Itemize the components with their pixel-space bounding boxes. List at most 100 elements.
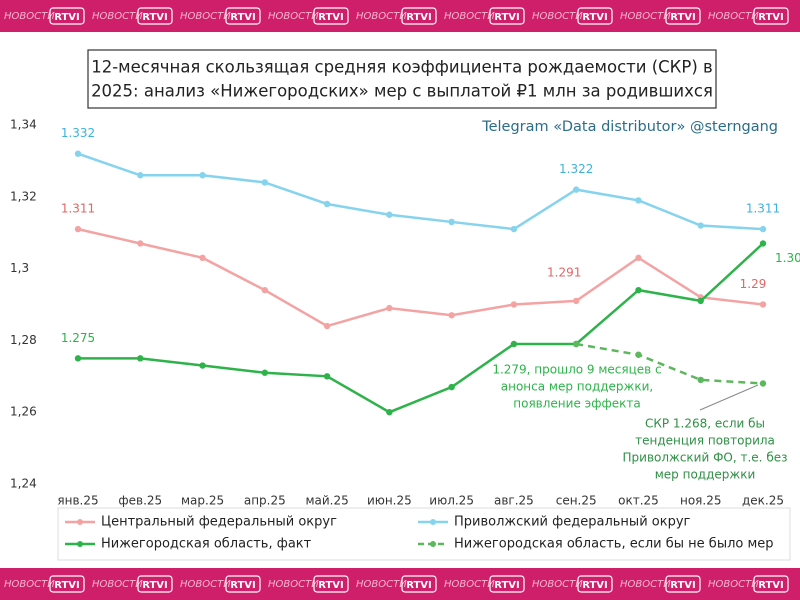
x-tick-label: дек.25	[742, 494, 784, 508]
banner-label: НОВОСТИ	[620, 11, 671, 22]
data-point	[635, 351, 642, 358]
bottom-banner	[0, 568, 800, 600]
banner-logo	[665, 7, 701, 25]
data-label: 1.311	[61, 202, 95, 216]
banner-logo	[313, 7, 349, 25]
data-point	[635, 286, 642, 294]
y-tick-label: 1,34	[10, 118, 37, 132]
data-point	[510, 340, 518, 348]
banner-logo	[401, 575, 437, 593]
banner-logo	[489, 575, 525, 593]
data-point	[759, 240, 767, 247]
banner-label: НОВОСТИ	[180, 11, 231, 22]
data-point	[199, 254, 206, 262]
banner-logo	[49, 575, 85, 593]
banner-label: НОВОСТИ	[268, 11, 319, 22]
title-box	[87, 49, 717, 109]
banner-label: НОВОСТИ	[268, 579, 319, 590]
data-point	[386, 409, 393, 416]
banner-label: НОВОСТИ	[92, 11, 143, 22]
data-point	[759, 225, 767, 233]
data-point	[697, 222, 704, 229]
banner-logo	[49, 7, 85, 25]
data-point	[199, 172, 206, 179]
legend-label: Нижегородская область, факт	[101, 537, 312, 552]
annotation: СКР 1.268, если бы	[645, 417, 765, 431]
series-line	[77, 152, 764, 231]
data-point	[386, 304, 393, 312]
legend-marker	[430, 541, 436, 547]
banner-brand: RTVI	[758, 12, 784, 23]
data-point	[448, 383, 455, 391]
x-tick-label: окт.25	[618, 494, 659, 508]
banner-brand: RTVI	[582, 580, 608, 591]
data-point	[261, 286, 269, 294]
banner-label: НОВОСТИ	[4, 11, 55, 22]
banner-brand: RTVI	[142, 580, 168, 591]
banner-brand: RTVI	[230, 12, 256, 23]
data-point	[74, 150, 82, 157]
data-point	[635, 254, 642, 262]
banner-brand: RTVI	[670, 12, 696, 23]
data-point	[572, 297, 580, 305]
legend-marker	[77, 541, 83, 547]
legend-marker	[430, 519, 436, 525]
data-label: 1.311	[746, 202, 780, 216]
banner-logo	[137, 7, 173, 25]
data-label: 1.29	[740, 277, 767, 291]
data-point	[759, 301, 767, 308]
x-tick-label: апр.25	[244, 494, 286, 508]
banner-label: НОВОСТИ	[708, 11, 759, 22]
data-point	[261, 369, 269, 376]
banner-label: НОВОСТИ	[92, 579, 143, 590]
data-point	[323, 373, 331, 380]
banner-label: НОВОСТИ	[180, 579, 231, 590]
annotation: мер поддержки	[655, 468, 756, 482]
banner-label: НОВОСТИ	[620, 579, 671, 590]
data-point	[137, 355, 144, 362]
y-tick-label: 1,3	[10, 261, 29, 275]
banner-label: НОВОСТИ	[444, 579, 495, 590]
data-point	[697, 297, 704, 305]
data-label: 1.307	[775, 251, 800, 265]
chart-title: 12-месячная скользящая средняя коэффицие…	[91, 58, 713, 77]
annotation-arrow	[699, 384, 759, 411]
banner-brand: RTVI	[54, 580, 80, 591]
banner-label: НОВОСТИ	[4, 579, 55, 590]
data-point	[448, 312, 455, 319]
top-banner	[0, 0, 800, 32]
series-line	[575, 342, 764, 385]
series-line	[78, 242, 764, 414]
banner-logo	[753, 575, 789, 593]
data-point	[74, 355, 82, 362]
data-point	[510, 301, 518, 308]
banner-logo	[489, 7, 525, 25]
y-tick-label: 1,26	[10, 405, 37, 419]
banner-brand: RTVI	[758, 580, 784, 591]
banner-label: НОВОСТИ	[444, 11, 495, 22]
chart-title: 2025: анализ «Нижегородских» мер с выпла…	[91, 82, 713, 101]
data-point	[448, 218, 455, 226]
data-point	[137, 172, 144, 179]
data-point	[137, 240, 144, 247]
y-tick-label: 1,28	[10, 333, 37, 347]
legend-marker	[77, 519, 83, 525]
data-point	[759, 380, 767, 387]
chart-subtitle: Telegram «Data distributor» @sterngang	[481, 119, 778, 135]
annotation: анонса мер поддержки,	[501, 380, 653, 394]
banner-label: НОВОСТИ	[356, 579, 407, 590]
banner-label: НОВОСТИ	[356, 11, 407, 22]
legend-box	[57, 507, 791, 561]
y-tick-label: 1,32	[10, 189, 37, 203]
x-tick-label: июн.25	[367, 494, 412, 508]
x-tick-label: июл.25	[429, 494, 474, 508]
x-tick-label: авг.25	[494, 494, 534, 508]
banner-brand: RTVI	[406, 12, 432, 23]
annotation: появление эффекта	[513, 397, 640, 411]
banner-brand: RTVI	[318, 580, 344, 591]
banner-logo	[313, 575, 349, 593]
legend-label: Нижегородская область, если бы не было м…	[454, 537, 774, 552]
data-label: 1.332	[61, 126, 95, 140]
x-tick-label: фев.25	[118, 494, 162, 508]
